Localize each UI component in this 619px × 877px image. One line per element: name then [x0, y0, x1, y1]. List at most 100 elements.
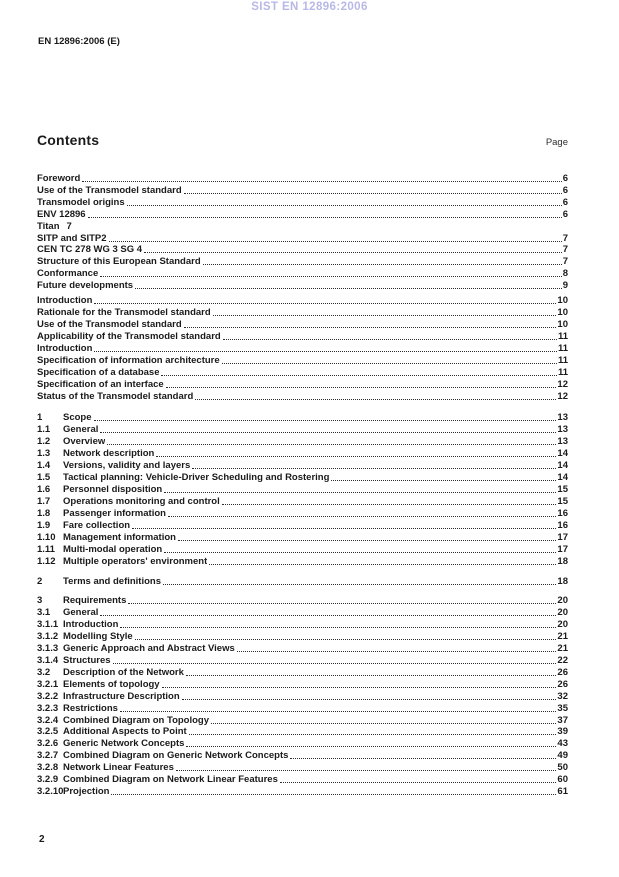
toc-entry: Foreword 6 — [37, 172, 568, 184]
table-of-contents: Foreword 6 Use of the Transmodel standar… — [37, 172, 568, 797]
toc-entry-number: 1.5 — [37, 472, 51, 484]
toc-entry-page: 50 — [557, 762, 568, 774]
toc-entry-number: 1.2 — [37, 436, 51, 448]
toc-entry-page: 22 — [557, 654, 568, 666]
dotted-leader — [119, 710, 557, 712]
toc-entry: Rationale for the Transmodel standard 10 — [37, 306, 568, 318]
toc-entry-page: 35 — [557, 702, 568, 714]
toc-entry: 1.8 Passenger information 16 — [37, 507, 568, 519]
toc-entry-page: 9 — [562, 280, 568, 292]
toc-entry-number: 1.8 — [37, 507, 51, 519]
toc-entry-title: Operations monitoring and control — [63, 495, 220, 507]
toc-entry-title: Requirements — [63, 595, 127, 607]
toc-entry-title: Multi-modal operation — [63, 543, 163, 555]
toc-entry-title: Specification of a database — [37, 366, 160, 378]
toc-entry-number: 1.11 — [37, 543, 55, 555]
toc-entry: Transmodel origins 6 — [37, 196, 568, 208]
toc-entry-title: Overview — [63, 436, 106, 448]
document-reference: EN 12896:2006 (E) — [38, 36, 120, 47]
toc-entry-page: 17 — [557, 543, 568, 555]
toc-entry: Specification of a database 11 — [37, 366, 568, 378]
toc-entry: 3.2.7 Combined Diagram on Generic Networ… — [37, 749, 568, 761]
toc-entry-page: 20 — [557, 595, 568, 607]
toc-entry: 3.2 Description of the Network 26 — [37, 666, 568, 678]
toc-entry-page: 14 — [557, 460, 568, 472]
toc-entry-title: Network description — [63, 448, 155, 460]
toc-entry-title: Additional Aspects to Point — [63, 726, 187, 738]
toc-entry-page: 6 — [562, 196, 568, 208]
toc-entry: 3.1.2 Modelling Style 21 — [37, 630, 568, 642]
dotted-leader — [112, 662, 557, 664]
toc-entry-page: 18 — [557, 576, 568, 588]
dotted-leader — [161, 374, 557, 376]
dotted-leader — [108, 240, 562, 242]
toc-entry-page: 12 — [557, 390, 568, 402]
toc-entry-page: 61 — [557, 786, 568, 798]
toc-entry-number: 1.6 — [37, 483, 51, 495]
toc-entry-title: ENV 12896 — [37, 208, 86, 220]
sist-watermark: SIST EN 12896:2006 — [251, 1, 368, 13]
toc-entry: 1.1 General 13 — [37, 423, 568, 435]
dotted-leader — [93, 420, 557, 422]
toc-entry-number: 3.2.7 — [37, 750, 59, 762]
toc-entry: 3.1 General 20 — [37, 606, 568, 618]
dotted-leader — [163, 584, 557, 586]
dotted-leader — [181, 698, 557, 700]
toc-entry: 3.1.3 Generic Approach and Abstract View… — [37, 642, 568, 654]
toc-entry: 1.6 Personnel disposition 15 — [37, 483, 568, 495]
dotted-leader — [128, 603, 557, 605]
toc-entry-page: 39 — [557, 726, 568, 738]
dotted-leader — [134, 639, 557, 641]
toc-entry-title: Applicability of the Transmodel standard — [37, 330, 221, 342]
dotted-leader — [331, 480, 557, 482]
toc-entry: 3.2.8 Network Linear Features 50 — [37, 761, 568, 773]
toc-entry-title: Multiple operators' environment — [63, 555, 208, 567]
dotted-leader — [107, 444, 557, 446]
dotted-leader — [175, 770, 557, 772]
toc-entry: Specification of an interface 12 — [37, 378, 568, 390]
toc-entry-page: 49 — [557, 750, 568, 762]
toc-group: 2 Terms and definitions 18 — [37, 576, 568, 588]
toc-entry-page: 10 — [557, 307, 568, 319]
toc-entry-title: Scope — [63, 412, 92, 424]
toc-entry: 3.2.2 Infrastructure Description 32 — [37, 690, 568, 702]
toc-entry: Introduction 10 — [37, 294, 568, 306]
toc-entry: 3.2.6 Generic Network Concepts 43 — [37, 737, 568, 749]
toc-entry-title: Structure of this European Standard — [37, 256, 201, 268]
toc-entry-page: 12 — [557, 378, 568, 390]
toc-entry: 3.1.4 Structures 22 — [37, 654, 568, 666]
toc-entry-page: 13 — [557, 424, 568, 436]
toc-entry-number: 3.2 — [37, 666, 51, 678]
toc-entry-number: 1.1 — [37, 424, 51, 436]
toc-entry-page: 21 — [557, 643, 568, 655]
toc-group: Introduction 10 Rationale for the Transm… — [37, 294, 568, 401]
dotted-leader — [94, 350, 557, 352]
dotted-leader — [185, 674, 557, 676]
toc-entry-title: Modelling Style — [63, 631, 133, 643]
toc-entry-number: 3.1.2 — [37, 631, 59, 643]
toc-group: 1 Scope 13 1.1 General 13 1.2 Overview 1… — [37, 412, 568, 567]
dotted-leader — [183, 192, 562, 194]
toc-entry-page: 20 — [557, 619, 568, 631]
toc-entry-page: 16 — [557, 519, 568, 531]
toc-entry: 1.12 Multiple operators' environment 18 — [37, 555, 568, 567]
toc-entry-page: 14 — [557, 448, 568, 460]
toc-entry-page: 10 — [557, 318, 568, 330]
toc-entry-title: Titan — [37, 220, 60, 232]
toc-entry-title: Combined Diagram on Generic Network Conc… — [63, 750, 289, 762]
toc-entry-title: Description of the Network — [63, 666, 184, 678]
toc-entry-number: 3.1.1 — [37, 619, 59, 631]
toc-entry: ENV 12896 6 — [37, 208, 568, 220]
toc-entry: 1.5 Tactical planning: Vehicle-Driver Sc… — [37, 471, 568, 483]
toc-entry: SITP and SITP2 7 — [37, 232, 568, 244]
contents-title: Contents — [37, 132, 100, 148]
toc-entry: 3.2.1 Elements of topology 26 — [37, 678, 568, 690]
dotted-leader — [161, 686, 557, 688]
toc-entry-number: 1 — [37, 412, 43, 424]
toc-entry-number: 1.12 — [37, 555, 56, 567]
dotted-leader — [144, 252, 562, 254]
toc-entry-page: 37 — [557, 714, 568, 726]
toc-entry-page: 21 — [557, 631, 568, 643]
toc-entry: 3 Requirements 20 — [37, 594, 568, 606]
